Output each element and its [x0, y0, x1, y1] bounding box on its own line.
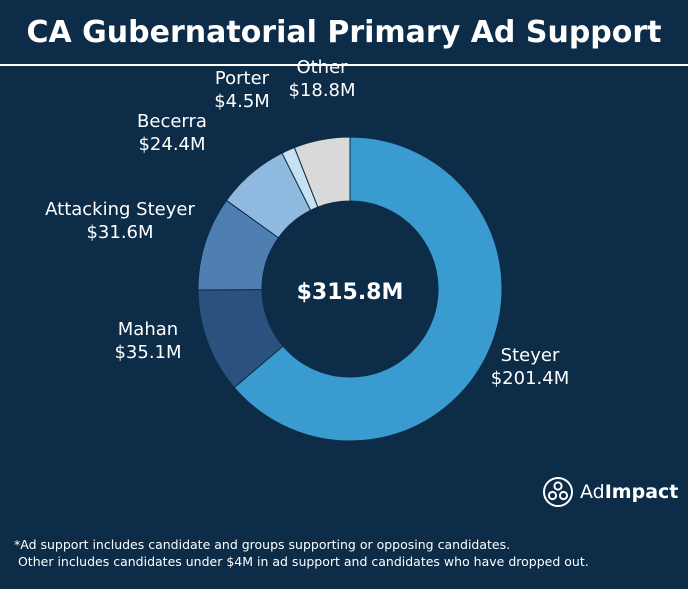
slice-name-label: Steyer — [501, 345, 560, 366]
slice-value-label: $35.1M — [114, 342, 181, 363]
slices-layer — [197, 136, 503, 442]
slice-steyer — [233, 136, 503, 442]
chart-panel: CA Gubernatorial Primary Ad Support Stey… — [0, 0, 688, 589]
slice-name-label: Other — [296, 57, 348, 78]
slice-name-label: Porter — [215, 68, 270, 89]
slice-other — [293, 136, 351, 208]
slice-name-label: Attacking Steyer — [45, 199, 195, 220]
slice-value-label: $31.6M — [86, 222, 153, 243]
footnote-line: *Ad support includes candidate and group… — [14, 537, 511, 552]
footnotes: *Ad support includes candidate and group… — [14, 536, 684, 570]
footnote-line: Other includes candidates under $4M in a… — [14, 554, 589, 569]
slice-value-label: $18.8M — [288, 80, 355, 101]
chart-title: CA Gubernatorial Primary Ad Support — [0, 0, 688, 66]
adimpact-logo: AdImpact — [542, 476, 678, 508]
total-label: $315.8M — [297, 280, 404, 305]
logo-text-ad: Ad — [580, 481, 605, 503]
slice-name-label: Mahan — [118, 319, 178, 340]
donut-chart: Steyer$201.4M Mahan$35.1M Attacking Steyer… — [45, 57, 569, 442]
logo-text-impact: Impact — [604, 481, 679, 503]
labels-layer: Steyer$201.4M Mahan$35.1M Attacking Steyer… — [45, 57, 569, 389]
slice-name-label: Becerra — [137, 111, 207, 132]
slice-value-label: $24.4M — [138, 134, 205, 155]
adimpact-logo-icon — [543, 477, 573, 507]
slice-value-label: $201.4M — [491, 368, 570, 389]
slice-value-label: $4.5M — [214, 91, 270, 112]
